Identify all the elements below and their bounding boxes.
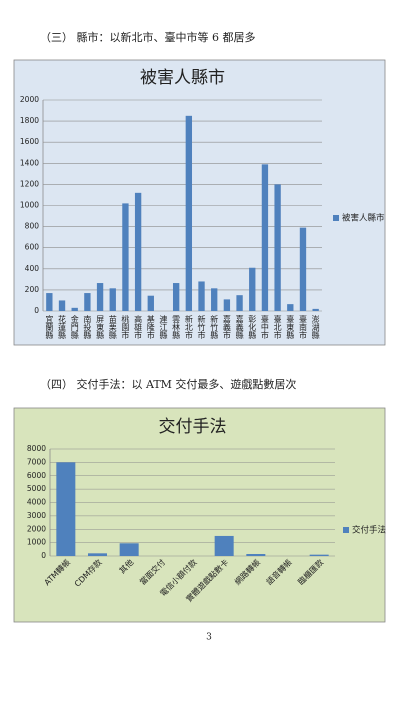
bar xyxy=(84,293,91,311)
x-tick-label: 南投縣 xyxy=(83,314,92,339)
y-tick-label: 1600 xyxy=(20,137,39,146)
x-tick-label: 金門縣 xyxy=(70,314,79,339)
y-tick-label: 1000 xyxy=(27,538,46,547)
legend-label: 被害人縣市 xyxy=(342,213,385,224)
bar xyxy=(211,288,218,311)
page-number: 3 xyxy=(206,633,212,643)
y-tick-label: 1000 xyxy=(20,201,39,210)
x-tick-label: 屏東縣 xyxy=(96,315,105,339)
bar xyxy=(46,293,53,311)
heading: （四） 交付手法：以 ATM 交付最多、遊戲點數居次 xyxy=(40,377,296,391)
y-tick-label: 4000 xyxy=(27,498,46,507)
bar xyxy=(299,227,307,311)
y-tick-label: 1800 xyxy=(20,116,39,125)
x-tick-label: 宜蘭縣 xyxy=(45,314,54,339)
bar xyxy=(172,283,180,311)
y-tick-label: 2000 xyxy=(27,524,46,533)
bar xyxy=(134,192,142,311)
x-tick-label: 新竹市 xyxy=(197,314,206,340)
bar xyxy=(71,307,78,311)
bar xyxy=(122,203,129,311)
chart-title: 交付手法 xyxy=(159,417,227,437)
bar xyxy=(185,115,193,311)
x-tick-label: 臺北市 xyxy=(273,314,282,340)
x-tick-label: 嘉義市 xyxy=(222,314,231,340)
x-tick-label: 雲林縣 xyxy=(172,315,181,339)
x-tick-label: 基隆市 xyxy=(146,314,155,340)
bar xyxy=(147,295,154,311)
bar xyxy=(223,299,231,311)
heading: （三） 縣市：以新北市、臺中市等 6 都居多 xyxy=(40,30,256,44)
x-tick-label: 彰化縣 xyxy=(248,314,257,339)
legend-label: 交付手法 xyxy=(352,525,386,536)
bar xyxy=(96,283,104,311)
x-tick-label: 臺東縣 xyxy=(286,314,295,339)
chart-title: 被害人縣市 xyxy=(140,68,225,88)
legend-swatch xyxy=(343,527,349,533)
y-tick-label: 200 xyxy=(25,285,40,294)
y-tick-label: 400 xyxy=(25,264,40,273)
x-tick-label: 澎湖縣 xyxy=(311,314,320,339)
bar xyxy=(261,164,269,311)
y-tick-label: 600 xyxy=(25,243,40,252)
y-tick-label: 0 xyxy=(34,306,39,315)
x-tick-label: 連江縣 xyxy=(159,314,168,339)
legend-swatch xyxy=(333,215,339,221)
x-tick-label: 苗栗縣 xyxy=(108,315,117,339)
bar xyxy=(198,281,205,311)
chart-area xyxy=(13,407,386,623)
y-tick-label: 1400 xyxy=(20,158,39,167)
x-tick-label: 臺中市 xyxy=(260,314,269,340)
y-tick-label: 0 xyxy=(41,551,46,560)
bar xyxy=(287,304,294,311)
y-tick-label: 800 xyxy=(25,222,40,231)
y-tick-label: 6000 xyxy=(27,471,46,480)
bar xyxy=(246,553,266,556)
bar xyxy=(214,535,234,556)
y-tick-label: 5000 xyxy=(27,484,46,493)
bar xyxy=(309,554,329,556)
y-tick-label: 2000 xyxy=(20,95,39,104)
bar xyxy=(119,543,139,556)
bar xyxy=(58,300,66,311)
x-tick-label: 高雄市 xyxy=(134,314,143,340)
bar xyxy=(312,308,319,311)
x-tick-label: 臺南市 xyxy=(298,314,307,340)
x-tick-label: 嘉義縣 xyxy=(235,314,244,339)
bar xyxy=(249,267,256,311)
y-tick-label: 7000 xyxy=(27,457,46,466)
bar xyxy=(109,288,116,311)
bar xyxy=(88,553,107,556)
x-tick-label: 新北市 xyxy=(184,314,193,340)
x-tick-label: 花蓮縣 xyxy=(58,314,67,339)
x-tick-label: 桃園市 xyxy=(121,314,130,340)
y-tick-label: 8000 xyxy=(27,444,46,453)
bar xyxy=(274,184,281,311)
x-tick-label: 新竹縣 xyxy=(210,314,219,339)
bar xyxy=(236,295,243,311)
y-tick-label: 1200 xyxy=(20,179,39,188)
y-tick-label: 3000 xyxy=(27,511,46,520)
bar xyxy=(56,462,76,556)
